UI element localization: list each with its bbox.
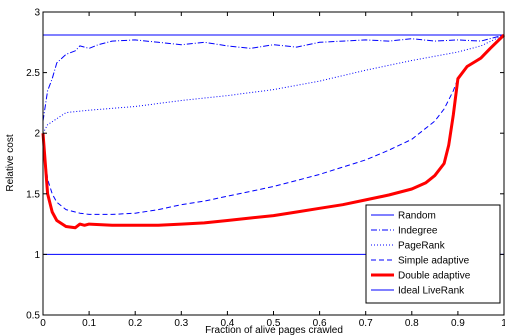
legend-label: Double adaptive [398, 271, 471, 282]
y-tick-label: 1.5 [26, 189, 40, 200]
axes [42, 11, 505, 316]
y-tick-label: 2.5 [26, 68, 40, 79]
legend: Random Indegree PageRank Simple adaptive Dou… [365, 204, 501, 304]
x-tick-label: 0.3 [174, 318, 188, 329]
plot-area [41, 12, 505, 315]
series-line-3 [42, 34, 505, 134]
y-tick-label: 0.5 [26, 311, 40, 322]
x-axis-label: Fraction of alive pages crawled [205, 325, 343, 336]
x-tick-label: 0.7 [359, 318, 373, 329]
x-tick-label: 1 [501, 318, 505, 329]
legend-label: PageRank [398, 241, 446, 252]
x-tick-label: 0 [40, 318, 46, 329]
y-tick-label: 3 [34, 8, 40, 19]
legend-box [365, 204, 501, 304]
legend-label: Simple adaptive [398, 256, 470, 267]
tick-labels: 0 0.1 0.2 0.3 0.4 0.5 0.6 0.7 0.8 0.9 1 0.5 1 1.5 2 2.5… [26, 8, 505, 330]
x-tick-label: 0.2 [128, 318, 142, 329]
x-tick-label: 0.5 [267, 318, 281, 329]
y-tick-label: 1 [34, 250, 40, 261]
series-line-4 [42, 34, 505, 215]
legend-label: Indegree [398, 226, 438, 237]
series-line-5 [41, 33, 505, 230]
x-tick-label: 0.8 [405, 318, 419, 329]
legend-label: Random [398, 211, 436, 222]
x-tick-label: 0.4 [220, 318, 234, 329]
x-tick-label: 0.9 [451, 318, 465, 329]
legend-label: Ideal LiveRank [398, 286, 465, 297]
y-tick-label: 2 [34, 129, 40, 140]
y-axis-label: Relative cost [5, 134, 16, 191]
x-tick-label: 0.6 [313, 318, 327, 329]
x-tick-label: 0.1 [82, 318, 96, 329]
